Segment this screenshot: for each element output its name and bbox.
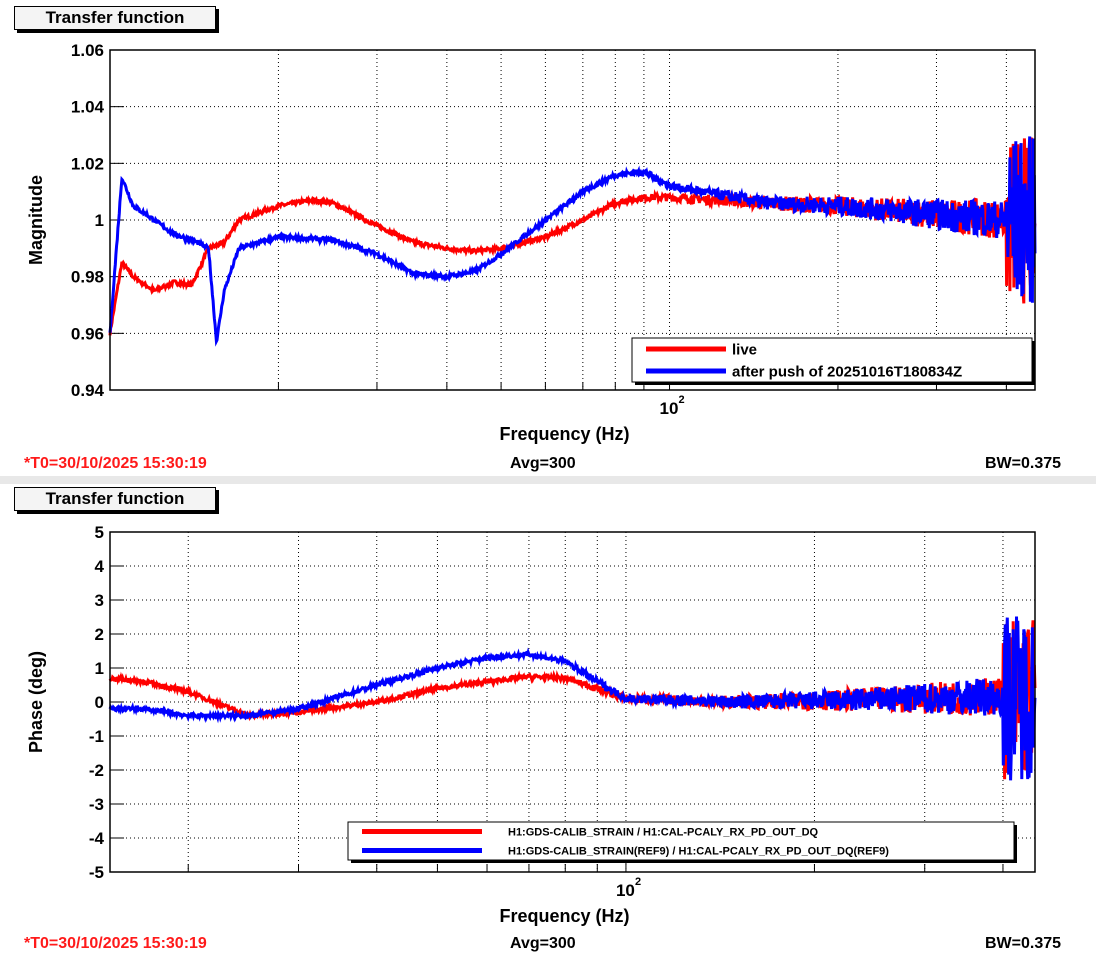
y-tick-label: 0 — [95, 693, 104, 712]
y-tick-label: 3 — [95, 591, 104, 610]
legend-entry: H1:GDS-CALIB_STRAIN / H1:CAL-PCALY_RX_PD… — [508, 827, 819, 839]
y-tick-label: 1.02 — [71, 154, 104, 173]
legend-entry: after push of 20251016T180834Z — [732, 364, 962, 381]
chart-magnitude: 0.94 0.96 0.98 1 1.02 1.04 1.06 10 2 Frequency (H… — [26, 41, 1037, 444]
series-line-blue — [108, 136, 1037, 347]
x-axis-label: Frequency (Hz) — [499, 424, 629, 444]
y-tick-label: 1.04 — [71, 98, 105, 117]
y-tick-label: 4 — [95, 557, 105, 576]
y-tick-label: 5 — [95, 523, 104, 542]
legend-entry: live — [732, 342, 757, 359]
y-tick-label: -2 — [89, 761, 104, 780]
panel-title-magnitude: Transfer function — [14, 6, 216, 30]
panel-divider — [0, 476, 1096, 484]
t0-label: *T0=30/10/2025 15:30:19 — [24, 455, 207, 472]
panel-title-phase: Transfer function — [14, 487, 216, 511]
t0-label: *T0=30/10/2025 15:30:19 — [24, 935, 207, 952]
y-tick-label: 1 — [95, 659, 104, 678]
x-tick-label: 10 — [616, 881, 635, 900]
y-tick-label: -4 — [89, 829, 105, 848]
plot-frame — [109, 531, 1036, 873]
y-tick-label: 0.94 — [71, 381, 105, 400]
y-tick-label: 0.96 — [71, 324, 104, 343]
y-tick-label: 0.98 — [71, 268, 104, 287]
legend: live after push of 20251016T180834Z — [631, 337, 1035, 385]
y-axis-label: Phase (deg) — [26, 651, 46, 753]
y-tick-label: -5 — [89, 863, 104, 882]
avg-label: Avg=300 — [510, 455, 576, 472]
legend: H1:GDS-CALIB_STRAIN / H1:CAL-PCALY_RX_PD… — [347, 821, 1017, 863]
y-tick-label: 1.06 — [71, 41, 104, 60]
series-line-blue — [108, 616, 1037, 781]
x-tick-label: 10 — [660, 399, 679, 418]
y-tick-label: 2 — [95, 625, 104, 644]
y-tick-label: 1 — [95, 211, 104, 230]
bw-label: BW=0.375 — [985, 455, 1062, 472]
x-axis-label: Frequency (Hz) — [499, 906, 629, 926]
x-tick-exponent: 2 — [635, 876, 641, 888]
y-tick-label: -1 — [89, 727, 104, 746]
legend-entry: H1:GDS-CALIB_STRAIN(REF9) / H1:CAL-PCALY… — [508, 846, 889, 858]
y-axis-label: Magnitude — [26, 175, 46, 265]
plot-frame — [109, 49, 1036, 391]
y-tick-label: -3 — [89, 795, 104, 814]
avg-label: Avg=300 — [510, 935, 576, 952]
bw-label: BW=0.375 — [985, 935, 1062, 952]
x-tick-exponent: 2 — [679, 394, 685, 406]
